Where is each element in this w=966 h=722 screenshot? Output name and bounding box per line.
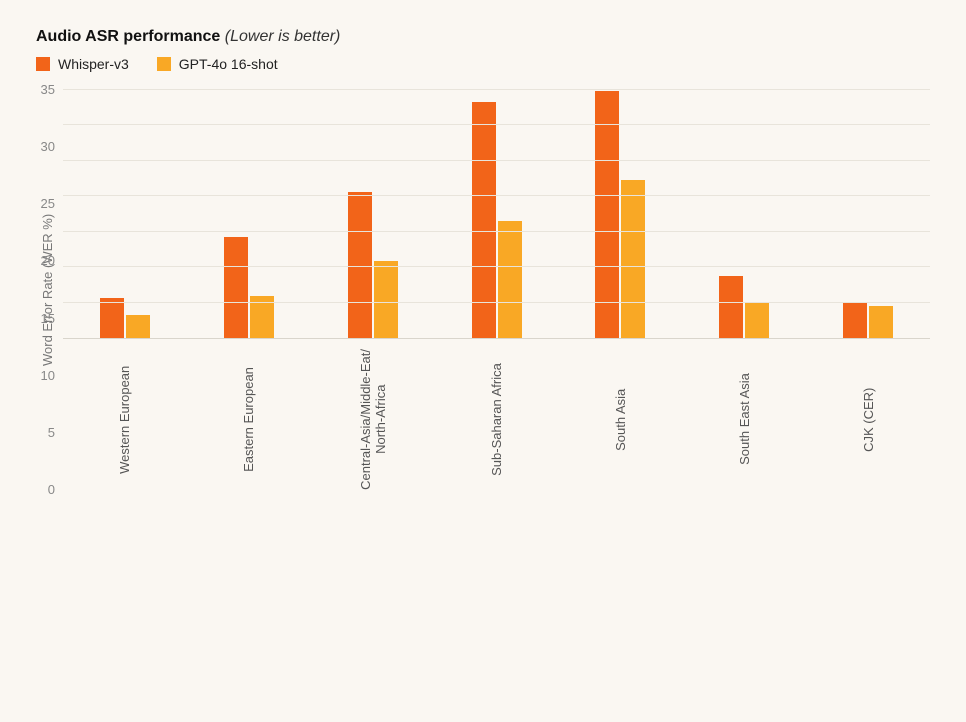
bar [498,221,522,338]
bar [374,261,398,338]
bar [745,303,769,338]
grid-line [63,89,930,90]
grid-line [63,302,930,303]
y-axis-ticks: 35302520151050 [55,90,63,490]
legend: Whisper-v3 GPT-4o 16-shot [36,56,930,72]
chart-area: Word Error Rate (WER %) 35302520151050 W… [36,90,930,490]
grid-line [63,231,930,232]
bar [348,192,372,338]
grid-line [63,266,930,267]
bar [126,315,150,338]
title-subtitle: (Lower is better) [225,28,341,45]
bar [869,306,893,339]
x-tick-label: South East Asia [737,349,752,490]
bar [100,298,124,338]
bar [719,276,743,338]
bar [843,302,867,338]
grid-line [63,124,930,125]
grid-line [63,195,930,196]
grid-line [63,160,930,161]
legend-swatch [36,57,50,71]
bar [224,237,248,338]
x-tick-label: Sub-Saharan Africa [489,349,504,490]
bar [621,180,645,338]
x-tick-label: Eastern European [241,349,256,490]
legend-swatch [157,57,171,71]
x-axis-labels: Western European Eastern European Central-… [63,349,930,490]
x-tick-label: South Asia [613,349,628,490]
title-main: Audio ASR performance [36,28,220,45]
legend-label: GPT-4o 16-shot [179,56,278,72]
x-tick-label: Western European [117,349,132,490]
chart-title: Audio ASR performance (Lower is better) [36,28,930,46]
legend-label: Whisper-v3 [58,56,129,72]
x-tick-label: CJK (CER) [861,349,876,490]
plot-area [63,90,930,339]
legend-item: Whisper-v3 [36,56,129,72]
x-tick-label: Central-Asia/Middle-Eat/ North-Africa [358,349,388,490]
bar [472,102,496,338]
legend-item: GPT-4o 16-shot [157,56,278,72]
